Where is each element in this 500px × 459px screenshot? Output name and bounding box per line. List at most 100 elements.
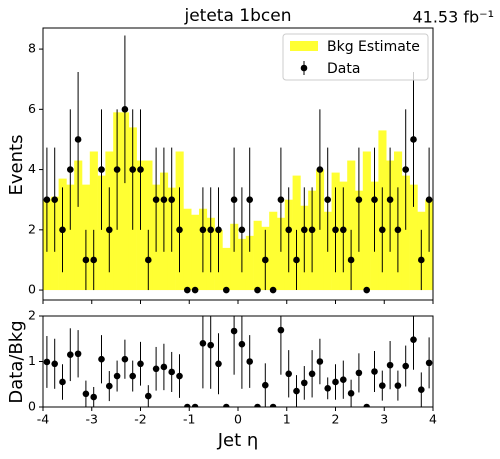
data-point	[277, 196, 285, 203]
ratio-panel	[43, 316, 433, 407]
data-point	[371, 368, 378, 375]
data-point	[425, 196, 433, 203]
data-point	[59, 226, 66, 234]
y-tick-label: 8	[28, 41, 36, 56]
data-point	[293, 387, 300, 395]
data-point	[106, 382, 113, 390]
data-point	[238, 226, 246, 234]
data-point	[324, 196, 332, 203]
data-point	[285, 226, 293, 234]
histogram-bar	[89, 151, 98, 291]
data-point	[277, 326, 285, 334]
data-point	[262, 381, 269, 389]
data-point	[176, 226, 183, 234]
data-point	[90, 256, 97, 264]
data-point	[176, 372, 183, 380]
data-point	[230, 327, 238, 335]
data-point	[425, 359, 433, 367]
data-point	[121, 106, 129, 113]
y-tick-label: 0	[28, 399, 36, 414]
data-point	[184, 403, 191, 407]
data-point	[347, 256, 355, 264]
data-point	[59, 378, 66, 386]
data-point	[394, 382, 402, 389]
data-point	[269, 286, 277, 294]
data-point	[168, 196, 175, 203]
data-point	[371, 196, 378, 203]
x-axis-label: Jet η	[217, 430, 259, 451]
data-point	[67, 351, 74, 358]
data-point	[191, 403, 199, 407]
data-point	[246, 358, 253, 365]
data-point	[418, 386, 425, 394]
data-point	[106, 226, 113, 234]
data-point	[145, 256, 152, 264]
luminosity: 41.53 fb⁻¹	[412, 8, 494, 27]
data-point	[246, 196, 253, 203]
data-point	[223, 286, 230, 294]
x-tick-label: -3	[86, 412, 98, 427]
data-point	[207, 226, 214, 234]
data-point	[379, 382, 386, 389]
data-point	[386, 361, 394, 369]
data-point	[215, 226, 222, 234]
data-point	[340, 376, 347, 384]
data-point	[184, 286, 191, 294]
data-point	[230, 196, 238, 203]
data-point	[316, 358, 324, 365]
data-point	[386, 196, 394, 203]
histogram-bar	[66, 184, 75, 291]
y-tick-label: 0	[28, 282, 36, 297]
y-tick-label: 2	[28, 308, 36, 323]
data-point	[113, 372, 121, 380]
data-point	[254, 403, 261, 407]
data-point	[418, 256, 425, 264]
y-tick-label: 4	[28, 161, 36, 176]
histogram-bar	[316, 169, 325, 291]
data-point	[82, 256, 90, 264]
data-point	[168, 368, 175, 376]
y-tick-label: 2	[28, 221, 36, 236]
data-point	[199, 340, 207, 347]
data-point	[254, 286, 261, 294]
histogram-bar	[74, 160, 83, 291]
main-panel	[43, 35, 434, 294]
histogram-bar	[245, 235, 254, 291]
data-point	[160, 363, 168, 371]
histogram-bar	[144, 160, 153, 291]
histogram-bar	[362, 151, 371, 291]
histogram-bar	[121, 112, 130, 291]
legend-swatch	[300, 64, 308, 72]
data-point	[215, 360, 222, 368]
data-point	[363, 403, 370, 407]
data-point	[308, 226, 316, 234]
histogram-bar	[183, 208, 192, 291]
x-tick-label: -4	[37, 412, 50, 427]
data-point	[308, 370, 316, 378]
data-point	[332, 378, 339, 386]
data-point	[160, 196, 168, 203]
x-tick-label: 4	[429, 412, 437, 427]
data-point	[113, 166, 121, 173]
data-point	[269, 403, 277, 407]
data-point	[207, 341, 214, 349]
data-point	[137, 360, 144, 368]
axes: Bkg Estimate Data 0 2 4 6 8 0 1 2 -4 -3 -2 -1 0 1 2 3 4	[28, 27, 437, 427]
histogram-bar	[222, 247, 231, 291]
data-point	[74, 136, 82, 143]
data-point	[355, 196, 363, 203]
legend-label: Bkg Estimate	[327, 39, 420, 55]
data-point	[191, 286, 199, 294]
data-point	[145, 392, 152, 400]
data-point	[332, 226, 339, 234]
histogram-bar	[347, 160, 356, 291]
histogram-bar	[191, 214, 200, 291]
data-point	[410, 336, 417, 343]
data-point	[340, 226, 347, 234]
legend-box	[282, 33, 429, 81]
data-point	[262, 256, 269, 264]
data-point	[51, 360, 58, 368]
data-point	[74, 350, 82, 358]
data-point	[238, 340, 246, 348]
